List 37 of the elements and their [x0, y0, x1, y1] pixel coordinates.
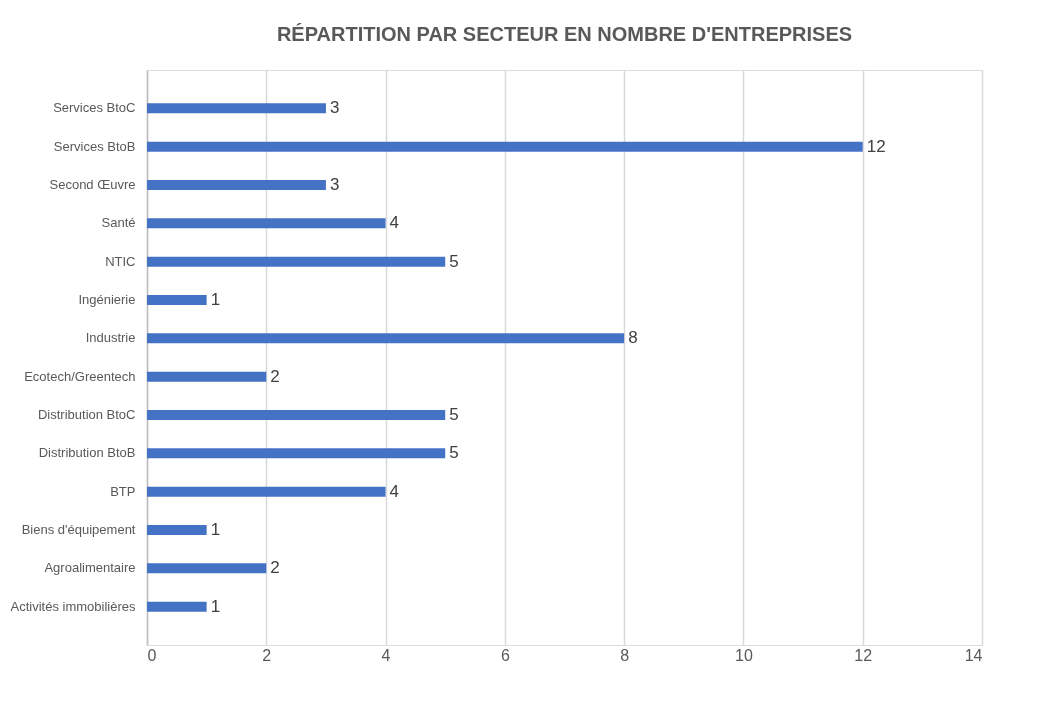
y-tick-label: Distribution BtoC: [37, 407, 136, 422]
y-tick-label: NTIC: [105, 253, 136, 269]
data-label: 5: [449, 443, 459, 463]
y-tick-label: BTP: [110, 483, 136, 499]
y-tick-label: Agroalimentaire: [44, 560, 136, 576]
y-tick-label: Santé: [101, 215, 136, 231]
x-tick-label: 4: [381, 646, 391, 664]
data-label: 5: [449, 251, 459, 271]
data-label: 2: [270, 366, 280, 386]
x-tick-label: 8: [620, 646, 630, 664]
y-tick-label: Industrie: [85, 330, 136, 346]
data-label: 4: [389, 213, 400, 233]
y-tick-label: Services BtoC: [53, 100, 136, 116]
y-tick-label: Distribution BtoB: [38, 445, 136, 461]
data-label: 8: [628, 328, 638, 348]
y-tick-label: Services BtoB: [53, 138, 136, 154]
x-tick-label: 10: [735, 646, 753, 664]
x-tick-label: 12: [854, 646, 873, 664]
y-tick-label: Ingénierie: [78, 292, 136, 307]
data-label: 3: [329, 98, 340, 118]
data-label: 1: [210, 290, 221, 309]
y-tick-label: Second Œuvre: [49, 177, 136, 192]
data-label: 2: [270, 558, 280, 578]
data-label: 12: [866, 136, 886, 156]
x-tick-label: 0: [147, 646, 157, 664]
y-tick-label: Activités immobilières: [10, 598, 136, 614]
data-label: 3: [329, 175, 340, 194]
x-tick-label: 2: [262, 646, 272, 664]
y-tick-label: Biens d'équipement: [21, 522, 136, 537]
data-label: 1: [210, 520, 221, 539]
data-label: 1: [210, 596, 221, 616]
data-label: 4: [389, 481, 400, 501]
y-tick-label: Ecotech/Greentech: [24, 368, 136, 384]
x-tick-label: 14: [964, 646, 983, 664]
x-tick-label: 6: [500, 646, 510, 664]
data-label: 5: [449, 405, 459, 424]
chart-title: RÉPARTITION PAR SECTEUR EN NOMBRE D'ENTREPRISES: [276, 23, 853, 45]
